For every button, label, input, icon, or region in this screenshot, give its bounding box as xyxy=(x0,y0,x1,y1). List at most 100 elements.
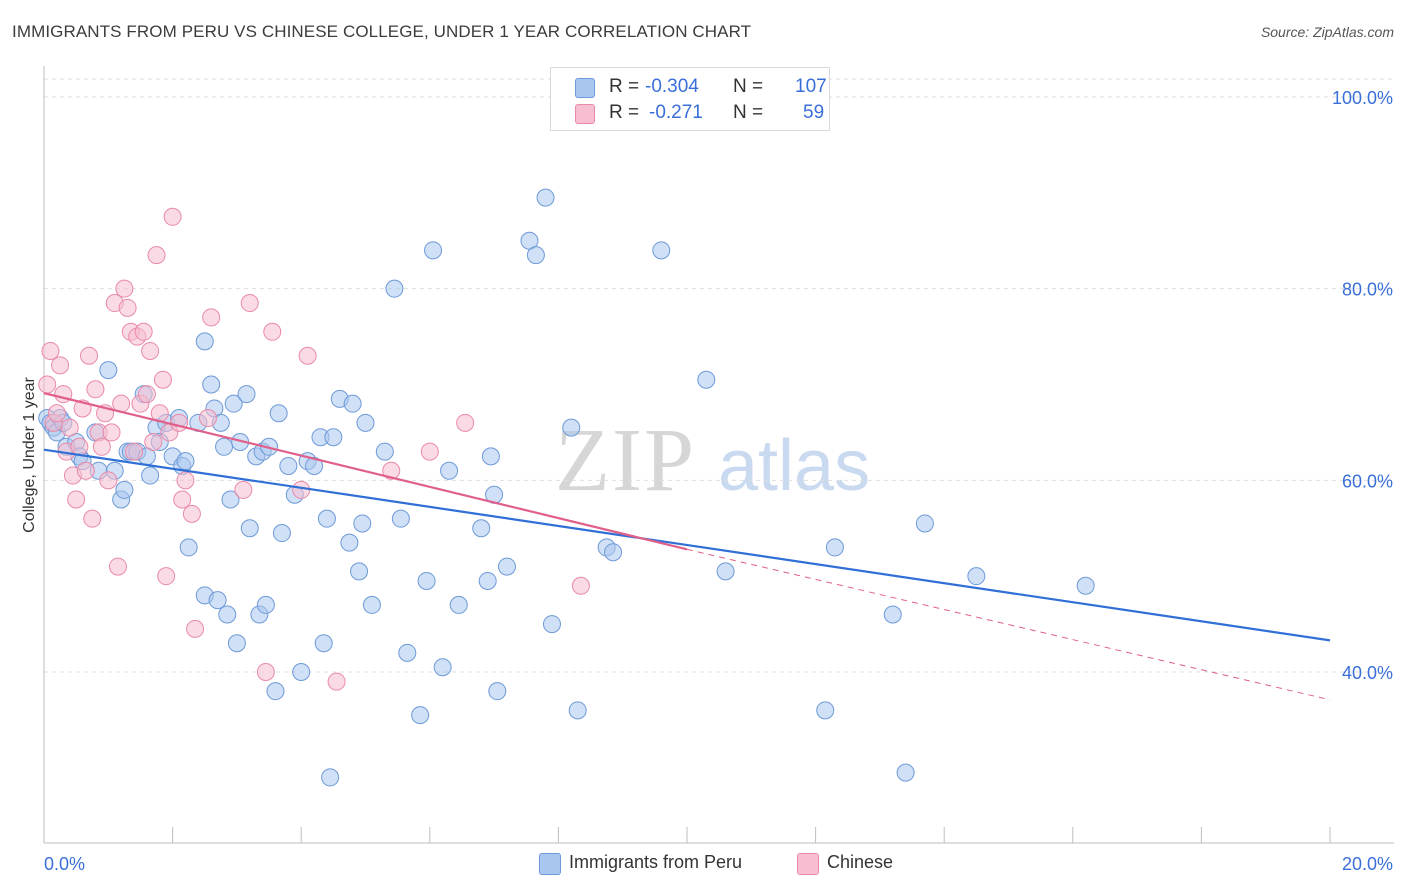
chinese-point xyxy=(41,341,60,360)
chinese-point xyxy=(382,461,401,480)
peru-point xyxy=(497,557,516,576)
peru-point xyxy=(604,543,623,562)
y-tick-label: 40.0% xyxy=(1342,663,1393,683)
legend-swatch-peru xyxy=(575,78,595,98)
peru-point xyxy=(478,571,497,590)
chinese-point xyxy=(292,480,311,499)
peru-point xyxy=(385,279,404,298)
peru-point xyxy=(375,442,394,461)
peru-point xyxy=(227,634,246,653)
peru-point xyxy=(202,375,221,394)
peru-point xyxy=(350,562,369,581)
chinese-point xyxy=(76,461,95,480)
peru-point xyxy=(417,571,436,590)
peru-point xyxy=(488,682,507,701)
peru-point xyxy=(398,643,417,662)
peru-point xyxy=(915,514,934,533)
legend-r-label: R = xyxy=(609,102,640,123)
chinese-point xyxy=(134,322,153,341)
peru-point xyxy=(240,519,259,538)
source-note: Source: ZipAtlas.com xyxy=(1260,24,1394,40)
peru-point xyxy=(99,361,118,380)
y-tick-label: 100.0% xyxy=(1332,88,1393,108)
chinese-point xyxy=(137,385,156,404)
peru-point xyxy=(176,452,195,471)
peru-point xyxy=(568,701,587,720)
peru-point xyxy=(697,370,716,389)
peru-point xyxy=(141,466,160,485)
chinese-point xyxy=(70,437,89,456)
chinese-trend-line xyxy=(43,392,688,551)
chinese-point xyxy=(67,490,86,509)
legend-r-label: R = xyxy=(609,76,640,97)
y-tick-label: 60.0% xyxy=(1342,471,1393,491)
peru-point xyxy=(542,615,561,634)
chinese-point xyxy=(176,471,195,490)
peru-point xyxy=(279,456,298,475)
peru-point xyxy=(218,605,237,624)
peru-point xyxy=(472,519,491,538)
chinese-point xyxy=(102,423,121,442)
peru-point xyxy=(292,663,311,681)
x-tick-label: 0.0% xyxy=(44,854,85,874)
legend-n-value: 59 xyxy=(803,102,825,123)
peru-point xyxy=(433,658,452,677)
chinese-point xyxy=(571,576,590,595)
legend-r-value: -0.271 xyxy=(649,102,703,123)
peru-trend-line xyxy=(43,448,1331,642)
peru-point xyxy=(317,509,336,528)
chinese-point xyxy=(298,346,317,365)
chinese-point xyxy=(240,294,259,313)
peru-point xyxy=(896,763,915,782)
chinese-point xyxy=(80,346,99,365)
chinese-point xyxy=(144,433,163,451)
peru-point xyxy=(179,538,198,557)
chinese-point xyxy=(60,418,79,437)
peru-point xyxy=(716,562,735,581)
chinese-series xyxy=(38,207,590,691)
peru-point xyxy=(526,246,545,265)
peru-point xyxy=(321,768,340,787)
bottom-legend-label-chinese: Chinese xyxy=(827,852,894,872)
legend-r-value: -0.304 xyxy=(645,76,699,97)
legend-n-value: 107 xyxy=(795,76,827,97)
peru-point xyxy=(449,595,468,614)
y-tick-label: 80.0% xyxy=(1342,280,1393,300)
peru-point xyxy=(536,188,555,207)
chinese-point xyxy=(182,504,201,523)
watermark-atlas: atlas xyxy=(718,426,870,506)
legend-n-label: N = xyxy=(733,76,764,97)
peru-point xyxy=(314,634,333,653)
peru-point xyxy=(256,595,275,614)
chinese-point xyxy=(38,375,57,394)
peru-point xyxy=(343,394,362,413)
peru-point xyxy=(266,682,285,701)
peru-point xyxy=(356,413,375,432)
peru-point xyxy=(825,538,844,557)
chinese-trend-extension xyxy=(686,548,1331,701)
bottom-legend-swatch-peru xyxy=(539,853,561,875)
chinese-point xyxy=(198,409,217,428)
chart-title: IMMIGRANTS FROM PERU VS CHINESE COLLEGE,… xyxy=(12,22,752,41)
peru-point xyxy=(883,605,902,624)
peru-point xyxy=(269,404,288,423)
chinese-point xyxy=(163,207,182,226)
chinese-point xyxy=(125,442,144,461)
bottom-legend-label-peru: Immigrants from Peru xyxy=(569,852,743,872)
chinese-point xyxy=(170,413,189,432)
peru-point xyxy=(195,332,214,351)
peru-point xyxy=(362,595,381,614)
peru-point xyxy=(272,524,291,543)
peru-point xyxy=(324,428,343,447)
peru-point xyxy=(967,567,986,586)
peru-point xyxy=(340,533,359,552)
bottom-legend-swatch-chinese xyxy=(797,853,819,875)
chinese-point xyxy=(420,442,439,461)
chinese-point xyxy=(263,322,282,341)
chinese-point xyxy=(157,567,176,586)
chinese-point xyxy=(83,509,102,528)
chinese-point xyxy=(186,619,205,638)
peru-point xyxy=(1076,576,1095,595)
chinese-point xyxy=(256,663,275,681)
peru-point xyxy=(215,437,234,456)
